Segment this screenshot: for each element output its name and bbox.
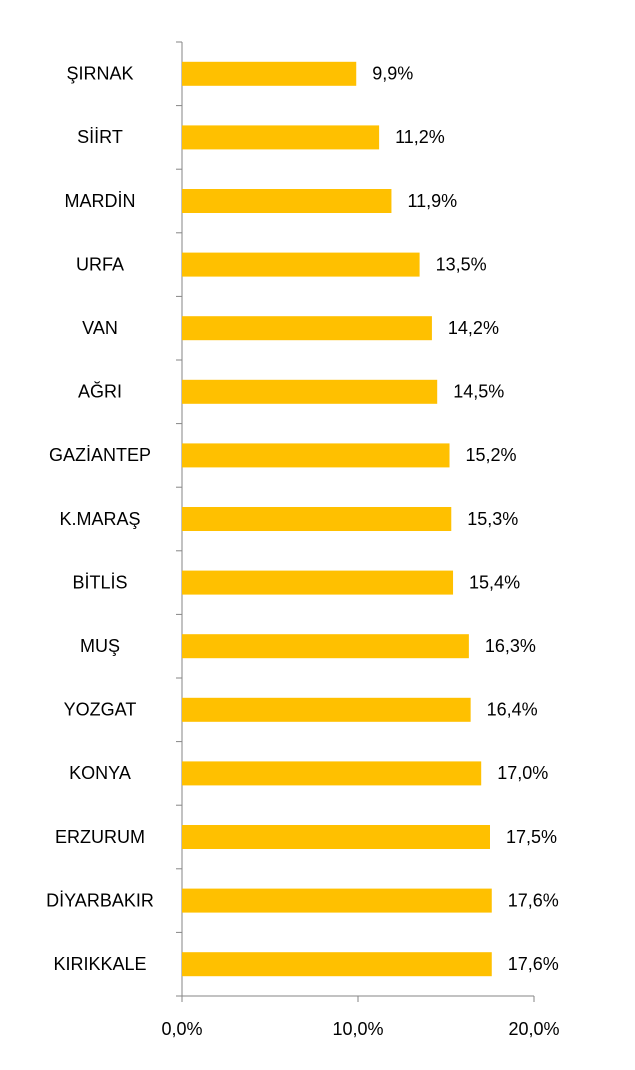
y-tick-label: ŞIRNAK — [66, 64, 133, 84]
value-label: 14,5% — [453, 382, 504, 402]
y-tick-label: MARDİN — [65, 191, 136, 211]
y-tick-label: YOZGAT — [64, 700, 137, 720]
value-label: 17,0% — [497, 763, 548, 783]
bar — [182, 316, 432, 341]
y-tick-label: MUŞ — [80, 636, 120, 656]
value-label: 16,3% — [485, 636, 536, 656]
value-label: 16,4% — [487, 700, 538, 720]
bar — [182, 125, 380, 150]
y-tick-label: ERZURUM — [55, 827, 145, 847]
bar — [182, 697, 471, 722]
bar — [182, 570, 454, 595]
value-label: 15,2% — [466, 445, 517, 465]
value-label: 17,5% — [506, 827, 557, 847]
y-tick-label: VAN — [82, 318, 118, 338]
y-tick-label: DİYARBAKIR — [46, 890, 154, 910]
bar — [182, 952, 492, 977]
value-label: 15,4% — [469, 572, 520, 592]
y-tick-label: KIRIKKALE — [53, 954, 146, 974]
bar — [182, 443, 450, 468]
bar — [182, 634, 469, 659]
value-label: 17,6% — [508, 890, 559, 910]
bar — [182, 761, 482, 786]
x-tick-label: 0,0% — [161, 1019, 202, 1039]
bar — [182, 379, 438, 404]
x-tick-label: 10,0% — [332, 1019, 383, 1039]
y-tick-label: K.MARAŞ — [59, 509, 140, 529]
value-label: 15,3% — [467, 509, 518, 529]
value-label: 17,6% — [508, 954, 559, 974]
y-tick-label: GAZİANTEP — [49, 445, 151, 465]
y-tick-label: BİTLİS — [72, 572, 127, 592]
value-label: 13,5% — [436, 254, 487, 274]
bar — [182, 507, 452, 531]
y-tick-label: KONYA — [69, 763, 131, 783]
x-tick-label: 20,0% — [508, 1019, 559, 1039]
value-label: 11,9% — [407, 191, 457, 211]
y-tick-label: SİİRT — [77, 127, 123, 147]
y-tick-label: URFA — [76, 254, 124, 274]
bar — [182, 189, 392, 213]
bar — [182, 61, 357, 86]
value-label: 11,2% — [395, 127, 445, 147]
value-label: 9,9% — [372, 64, 413, 84]
bar — [182, 825, 490, 849]
value-label: 14,2% — [448, 318, 499, 338]
bar — [182, 888, 492, 913]
y-tick-label: AĞRI — [78, 381, 122, 402]
bar — [182, 252, 420, 277]
